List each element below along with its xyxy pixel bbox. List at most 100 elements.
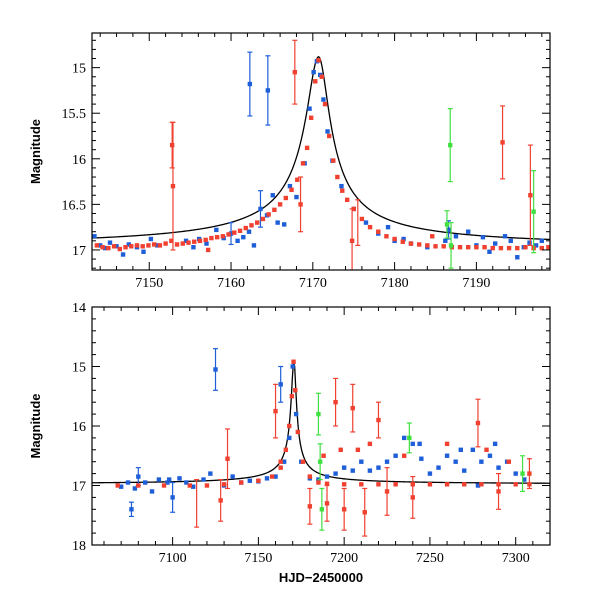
data-point: [487, 249, 492, 254]
data-point: [444, 222, 450, 227]
data-point: [367, 468, 373, 473]
data-point: [359, 459, 364, 464]
data-point: [97, 243, 103, 248]
data-point: [266, 212, 271, 217]
data-point: [470, 447, 476, 452]
data-point: [339, 183, 344, 189]
data-point: [480, 234, 486, 240]
data-point: [258, 206, 263, 212]
data-point: [183, 238, 189, 244]
data-point: [134, 243, 140, 248]
data-point: [209, 235, 214, 241]
x-tick-label: 7150: [244, 551, 272, 566]
data-point: [457, 245, 463, 250]
data-point: [255, 220, 260, 225]
data-point: [498, 245, 504, 251]
data-point: [170, 183, 176, 189]
data-point: [527, 240, 532, 245]
data-point: [277, 202, 283, 207]
data-point: [273, 474, 278, 479]
data-point: [169, 238, 174, 244]
data-point: [515, 245, 520, 251]
data-point: [186, 240, 191, 245]
y-tick-label: 14: [72, 301, 86, 316]
data-point: [177, 476, 182, 481]
data-point: [527, 471, 532, 476]
data-point: [515, 255, 520, 260]
data-point: [493, 241, 498, 246]
data-point: [92, 234, 97, 239]
data-point: [151, 242, 157, 247]
data-point: [502, 234, 508, 239]
data-point: [230, 474, 235, 479]
data-point: [120, 252, 126, 257]
data-point: [359, 482, 364, 487]
data-point: [443, 238, 448, 244]
data-point: [156, 477, 162, 482]
data-point: [385, 224, 391, 230]
data-point: [410, 482, 415, 487]
data-point: [129, 507, 134, 512]
data-point: [232, 230, 237, 235]
data-point: [270, 193, 275, 198]
data-point: [191, 245, 196, 250]
data-point: [546, 245, 550, 250]
data-point: [474, 245, 479, 250]
data-point: [165, 480, 170, 485]
data-point: [265, 88, 271, 93]
data-point: [496, 465, 501, 470]
series-green-survey: [315, 392, 526, 531]
top-panel: 7150 7160 7170 7180 7190 15 15.5 16 16.5 17 Magnit…: [28, 32, 551, 291]
data-point: [278, 465, 283, 470]
data-point: [444, 453, 450, 458]
data-point: [307, 504, 313, 509]
data-point: [218, 498, 223, 503]
data-point: [213, 367, 218, 372]
data-point: [132, 486, 138, 491]
data-point: [539, 245, 545, 251]
series-blue-survey: [92, 51, 545, 260]
data-point: [180, 241, 185, 246]
data-point: [401, 435, 407, 441]
data-point: [513, 482, 518, 487]
y-axis-title: Magnitude: [28, 119, 43, 184]
data-point: [295, 177, 300, 182]
data-point: [228, 231, 234, 236]
data-point: [531, 209, 536, 214]
data-point: [355, 447, 361, 452]
data-point: [226, 232, 231, 237]
data-point: [256, 478, 261, 483]
data-point: [479, 482, 484, 487]
data-point: [479, 459, 484, 464]
data-point: [349, 238, 355, 244]
data-point: [430, 234, 435, 239]
data-point: [251, 243, 257, 248]
data-point: [247, 478, 253, 483]
data-point: [249, 223, 254, 228]
data-point: [205, 247, 211, 253]
data-point: [523, 245, 528, 250]
data-point: [129, 244, 134, 249]
data-point: [201, 477, 206, 482]
data-point: [316, 411, 321, 417]
data-point: [191, 484, 196, 489]
data-point: [114, 244, 119, 249]
data-point: [448, 243, 454, 248]
data-point: [407, 435, 412, 441]
data-point: [475, 420, 481, 426]
data-point: [533, 243, 539, 248]
data-point: [225, 456, 230, 461]
data-point: [376, 482, 381, 487]
data-point: [322, 101, 328, 107]
data-point: [155, 243, 160, 248]
data-point: [324, 481, 330, 486]
data-point: [111, 244, 117, 249]
data-point: [350, 468, 355, 473]
data-point: [293, 388, 298, 393]
data-point: [273, 408, 278, 414]
data-point: [107, 240, 113, 245]
data-point: [453, 459, 458, 464]
data-point: [237, 228, 243, 234]
data-point: [163, 241, 168, 246]
